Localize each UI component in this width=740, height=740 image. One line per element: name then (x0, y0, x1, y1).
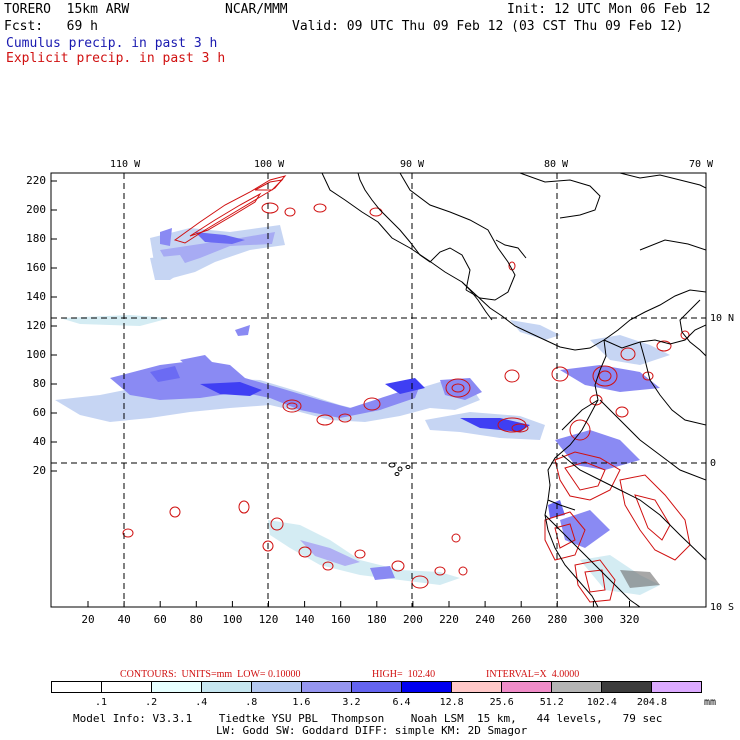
lat-label-10s: 10 S (710, 602, 735, 613)
y-tick-label: 200 (26, 203, 46, 216)
plot-frame (50, 172, 707, 608)
x-tick-label: 200 (402, 613, 423, 626)
lat-label-0: 0 (710, 458, 717, 469)
lat-label-10n: 10 N (710, 313, 735, 324)
y-tick-label: 100 (26, 348, 46, 361)
model-info: Model Info: V3.3.1 Tiedtke YSU PBL Thomp… (73, 712, 663, 725)
colorbar-label: 12.8 (439, 697, 464, 708)
colorbar-label: 3.2 (342, 697, 361, 708)
y-tick-label: 20 (32, 464, 46, 477)
lon-label-70w: 70 W (689, 159, 714, 170)
x-tick-label: 280 (547, 613, 568, 626)
valid-time: Valid: 09 UTC Thu 09 Feb 12 (03 CST Thu … (292, 19, 684, 34)
colorbar-swatch (451, 682, 501, 692)
forecast-hour: Fcst: 69 h (4, 19, 98, 34)
lon-label-80w: 80 W (544, 159, 569, 170)
colorbar-unit: mm (703, 697, 717, 708)
colorbar-label: 1.6 (292, 697, 311, 708)
y-tick-label: 60 (32, 406, 46, 419)
x-tick-label: 220 (439, 613, 459, 626)
x-tick-label: 140 (294, 613, 315, 626)
organization-label: NCAR/MMM (225, 2, 288, 17)
init-time: Init: 12 UTC Mon 06 Feb 12 (507, 2, 711, 17)
x-tick-label: 320 (619, 613, 640, 626)
colorbar (51, 681, 702, 693)
colorbar-label: 6.4 (392, 697, 411, 708)
x-tick-label: 300 (583, 613, 604, 626)
colorbar-swatch (201, 682, 251, 692)
x-tick-label: 80 (189, 613, 203, 626)
x-tick-label: 20 (81, 613, 95, 626)
colorbar-swatch (501, 682, 551, 692)
colorbar-swatch (251, 682, 301, 692)
colorbar-swatch (151, 682, 201, 692)
colorbar-swatch (401, 682, 451, 692)
colorbar-label: .1 (95, 697, 108, 708)
lon-label-100w: 100 W (254, 159, 285, 170)
colorbar-label: .2 (145, 697, 158, 708)
colorbar-label: 102.4 (586, 697, 617, 708)
colorbar-swatch (351, 682, 401, 692)
physics-info: LW: Godd SW: Goddard DIFF: simple KM: 2D… (216, 724, 528, 737)
y-tick-label: 180 (26, 232, 46, 245)
x-tick-label: 260 (511, 613, 532, 626)
colorbar-label: 204.8 (636, 697, 667, 708)
cumulus-precip-shading (55, 225, 670, 595)
colorbar-label: 25.6 (489, 697, 514, 708)
x-tick-label: 40 (117, 613, 131, 626)
explicit-precip-contours (122, 175, 691, 603)
y-tick-label: 40 (32, 435, 46, 448)
colorbar-label: .4 (195, 697, 208, 708)
explicit-legend: Explicit precip. in past 3 h (6, 51, 226, 66)
colorbar-swatch (601, 682, 651, 692)
x-tick-label: 160 (330, 613, 351, 626)
model-title: TORERO 15km ARW (4, 2, 130, 17)
y-tick-label: 80 (32, 377, 46, 390)
contour-interval: INTERVAL=X 4.0000 (486, 669, 580, 680)
colorbar-swatch (301, 682, 351, 692)
lon-label-110w: 110 W (110, 159, 141, 170)
x-tick-label: 120 (258, 613, 279, 626)
x-tick-label: 60 (153, 613, 167, 626)
lon-label-90w: 90 W (400, 159, 425, 170)
contour-units: CONTOURS: UNITS=mm LOW= 0.10000 (120, 669, 301, 680)
x-tick-label: 240 (475, 613, 496, 626)
map-content (51, 173, 706, 607)
contour-high: HIGH= 102.40 (372, 669, 436, 680)
x-tick-label: 180 (366, 613, 387, 626)
y-tick-label: 140 (26, 290, 46, 303)
axis-ticks (51, 180, 630, 607)
colorbar-swatch (651, 682, 701, 692)
colorbar-label: 51.2 (539, 697, 564, 708)
colorbar-label: .8 (245, 697, 258, 708)
x-tick-label: 100 (222, 613, 243, 626)
y-tick-label: 120 (26, 319, 46, 332)
cumulus-legend: Cumulus precip. in past 3 h (6, 36, 218, 51)
colorbar-swatch (551, 682, 601, 692)
y-tick-label: 160 (26, 261, 46, 274)
colorbar-swatch (101, 682, 151, 692)
lat-lon-grid (51, 173, 706, 607)
y-tick-label: 220 (26, 174, 46, 187)
colorbar-swatch (52, 682, 101, 692)
